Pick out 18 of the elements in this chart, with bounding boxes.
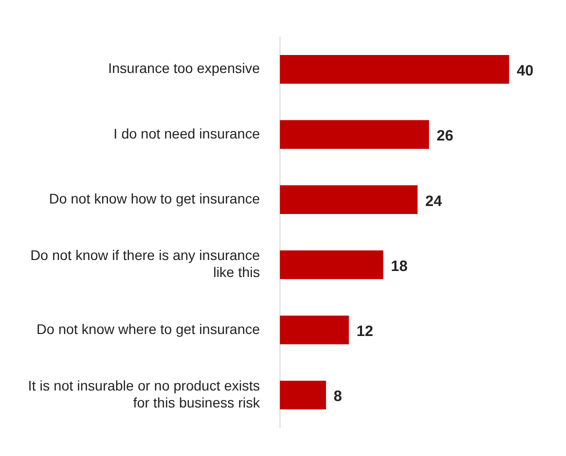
bar: [280, 185, 418, 214]
bar: [280, 250, 384, 280]
y-tick-label: Do not know where to get insurance: [36, 320, 260, 337]
y-tick-label: Do not know if there is any insurance like this: [30, 247, 260, 280]
data-label: 24: [425, 192, 443, 210]
bar: [280, 380, 326, 410]
y-tick-label: It is not insurable or no product exists for this business risk: [28, 377, 261, 410]
data-label: 8: [334, 388, 342, 406]
data-label: 18: [390, 258, 408, 275]
bar: [280, 316, 349, 344]
bar: [280, 120, 429, 149]
bar: [280, 55, 510, 84]
data-label: 26: [436, 128, 454, 145]
data-label: 40: [516, 62, 534, 80]
y-tick-label: I do not need insurance: [114, 125, 260, 142]
y-tick-label: Do not know how to get insurance: [48, 190, 260, 206]
data-label: 12: [356, 323, 374, 340]
y-tick-label: Insurance too expensive: [108, 60, 260, 76]
